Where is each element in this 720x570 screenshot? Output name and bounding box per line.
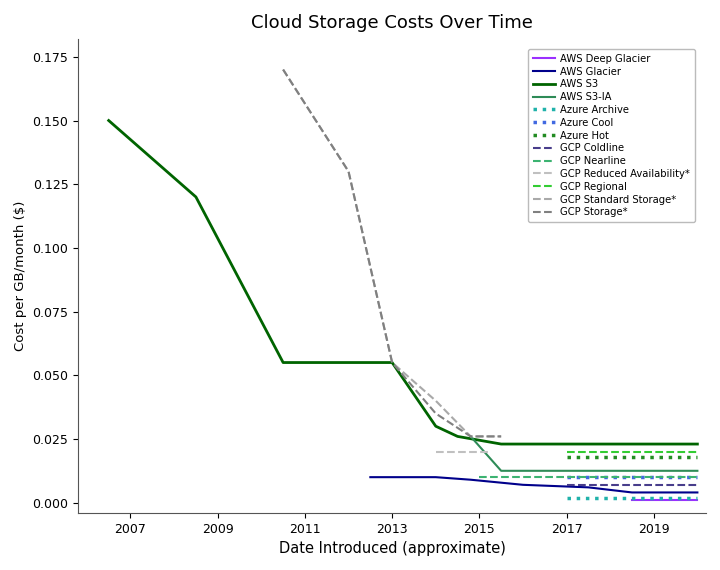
X-axis label: Date Introduced (approximate): Date Introduced (approximate) [279, 541, 505, 556]
Legend: AWS Deep Glacier, AWS Glacier, AWS S3, AWS S3-IA, Azure Archive, Azure Cool, Azu: AWS Deep Glacier, AWS Glacier, AWS S3, A… [528, 49, 695, 222]
Title: Cloud Storage Costs Over Time: Cloud Storage Costs Over Time [251, 14, 533, 32]
Y-axis label: Cost per GB/month ($): Cost per GB/month ($) [14, 201, 27, 351]
